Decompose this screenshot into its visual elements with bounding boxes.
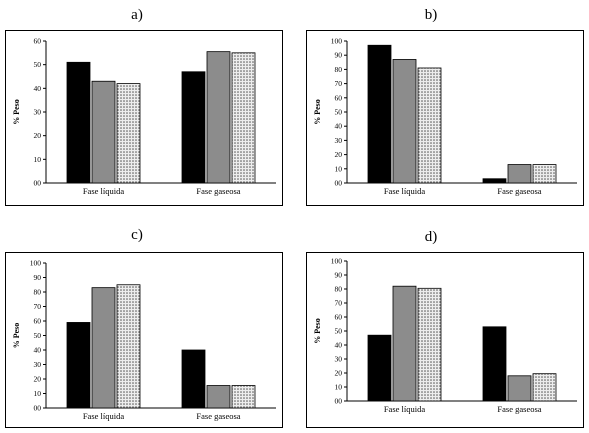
y-tick-label: 60 [34,317,42,326]
chart-panel-a: 00 10 20 30 40 50 60 % Peso Fase líquida Fase gas… [5,30,283,206]
x-category-label: Fase gaseosa [497,186,541,196]
y-axis-label: % Peso [313,99,322,125]
bar-series-3-gaseosa [231,385,256,409]
bar-series-1-gaseosa [482,178,507,184]
panel-label-c: c) [131,227,143,243]
y-tick-label: 30 [34,360,42,369]
x-category-label: Fase líquida [83,186,125,196]
y-tick-label: 100 [30,259,42,268]
bar-series-1-gaseosa [482,326,507,402]
x-category-label: Fase gaseosa [196,186,240,196]
chart-svg-a: 00 10 20 30 40 50 60 % Peso Fase líquida Fase gas… [12,37,276,196]
y-tick-label: 80 [34,288,42,297]
y-tick-label: 30 [335,136,343,145]
y-tick-label: 50 [34,60,42,69]
bar-series-1-liquida [66,61,91,184]
y-tick-label: 70 [335,299,343,308]
y-tick-label: 90 [335,51,343,60]
y-tick-label: 100 [331,257,343,266]
y-tick-label: 80 [335,285,343,294]
bar-series-1-gaseosa [181,71,206,184]
bar-series-2-liquida [91,287,116,409]
y-tick-label: 50 [34,331,42,340]
y-tick-label: 40 [34,346,42,355]
x-category-label: Fase líquida [384,404,426,414]
x-category-label: Fase líquida [83,411,125,421]
x-category-label: Fase líquida [384,186,426,196]
bar-series-3-liquida [116,83,141,184]
y-tick-label: 40 [335,122,343,131]
y-tick-label: 40 [335,341,343,350]
y-tick-label: 90 [34,273,42,282]
bar-series-3-liquida [116,284,141,409]
bar-series-1-liquida [367,44,392,184]
y-tick-label: 40 [34,84,42,93]
bar-series-1-liquida [66,322,91,409]
y-axis-label: % Peso [12,99,21,125]
bar-series-2-gaseosa [507,375,532,402]
y-tick-label: 80 [335,65,343,74]
bar-series-3-gaseosa [231,52,256,184]
y-tick-label: 10 [34,389,42,398]
bar-series-2-liquida [91,80,116,184]
y-tick-label: 00 [34,179,42,188]
bar-series-3-gaseosa [532,164,557,184]
chart-panel-c: 00 10 20 30 40 50 60 70 80 90 100 % Peso Fase líquid… [5,252,283,428]
x-category-label: Fase gaseosa [196,411,240,421]
chart-svg-d: 00 10 20 30 40 50 60 70 80 90 100 % Peso Fase líquid… [313,257,577,414]
chart-svg-b: 00 10 20 30 40 50 60 70 80 90 100 % Peso Fase líquid… [313,37,577,196]
y-tick-label: 00 [34,404,42,413]
bar-series-3-liquida [417,287,442,402]
bar-series-1-liquida [367,334,392,402]
y-tick-label: 30 [34,108,42,117]
panel-label-a: a) [131,7,143,23]
panel-label-b: b) [424,7,438,23]
y-tick-label: 30 [335,355,343,364]
chart-panel-d: 00 10 20 30 40 50 60 70 80 90 100 % Peso Fase líquid… [306,252,584,428]
y-tick-label: 20 [34,131,42,140]
bar-series-1-gaseosa [181,349,206,409]
chart-svg-c: 00 10 20 30 40 50 60 70 80 90 100 % Peso Fase líquid… [12,259,276,421]
bar-series-2-gaseosa [206,385,231,409]
y-tick-label: 20 [335,369,343,378]
y-tick-label: 60 [335,93,343,102]
y-axis-label: % Peso [12,323,21,349]
chart-panel-b: 00 10 20 30 40 50 60 70 80 90 100 % Peso Fase líquid… [306,30,584,206]
y-tick-label: 50 [335,108,343,117]
y-tick-label: 60 [335,313,343,322]
y-tick-label: 70 [34,302,42,311]
bar-series-2-gaseosa [206,51,231,184]
y-tick-label: 10 [335,164,343,173]
y-tick-label: 10 [34,155,42,164]
x-category-label: Fase gaseosa [497,404,541,414]
bar-series-2-liquida [392,285,417,402]
y-tick-label: 60 [34,37,42,46]
y-tick-label: 50 [335,327,343,336]
y-tick-label: 00 [335,397,343,406]
y-tick-label: 10 [335,383,343,392]
bar-series-2-liquida [392,59,417,184]
y-tick-label: 20 [34,375,42,384]
bar-series-3-gaseosa [532,373,557,402]
y-tick-label: 00 [335,179,343,188]
y-axis-label: % Peso [313,318,322,344]
y-tick-label: 90 [335,271,343,280]
y-tick-label: 70 [335,79,343,88]
bar-series-3-liquida [417,67,442,184]
y-tick-label: 100 [331,37,343,46]
y-tick-label: 20 [335,150,343,159]
panel-label-d: d) [424,229,438,245]
bar-series-2-gaseosa [507,164,532,184]
